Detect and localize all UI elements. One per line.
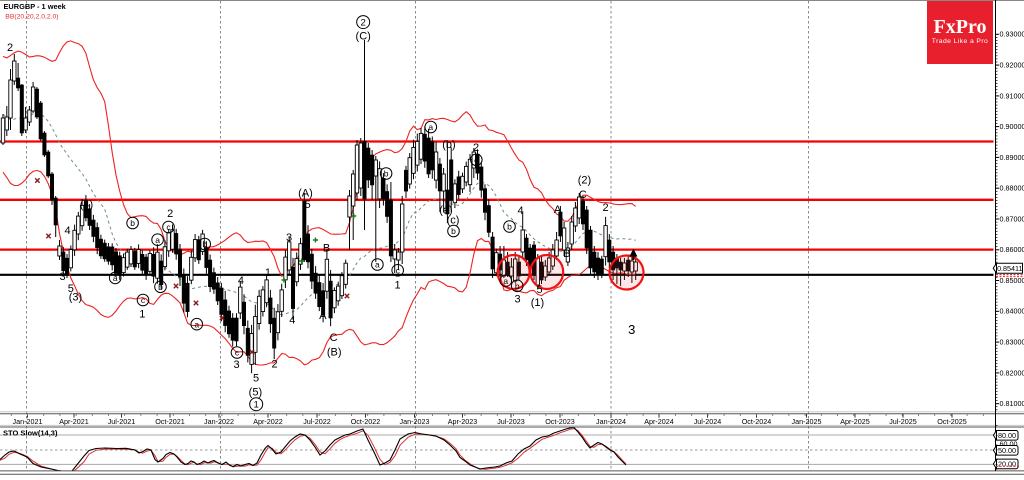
svg-text:(4): (4) (80, 199, 93, 211)
svg-text:Oct-2024: Oct-2024 (742, 417, 772, 426)
svg-text:(b): (b) (442, 139, 455, 151)
svg-text:1: 1 (395, 279, 401, 291)
svg-text:2: 2 (272, 359, 278, 371)
svg-text:1: 1 (596, 266, 602, 278)
svg-text:C: C (579, 189, 587, 201)
svg-text:Oct-2023: Oct-2023 (545, 417, 575, 426)
svg-text:0.83000: 0.83000 (1000, 338, 1024, 347)
svg-text:(B): (B) (327, 347, 342, 359)
svg-text:Jan-2025: Jan-2025 (792, 417, 822, 426)
svg-text:Oct-2025: Oct-2025 (937, 417, 967, 426)
svg-text:4: 4 (517, 205, 523, 217)
svg-text:Oct-2022: Oct-2022 (351, 417, 381, 426)
svg-text:BB(20,20,2.0,2.0): BB(20,20,2.0,2.0) (5, 14, 58, 21)
svg-text:A: A (319, 310, 327, 322)
svg-text:(1): (1) (531, 297, 544, 309)
svg-text:Jan-2023: Jan-2023 (400, 417, 430, 426)
svg-text:Apr-2025: Apr-2025 (840, 417, 870, 426)
svg-text:b: b (515, 281, 520, 291)
svg-text:0.93000: 0.93000 (1000, 30, 1024, 39)
svg-text:0.86000: 0.86000 (1000, 245, 1024, 254)
svg-text:(5): (5) (249, 387, 262, 399)
svg-text:2: 2 (361, 18, 366, 29)
svg-text:0.87000: 0.87000 (1000, 214, 1024, 223)
svg-text:Apr-2021: Apr-2021 (59, 417, 89, 426)
svg-text:Apr-2022: Apr-2022 (253, 417, 283, 426)
svg-text:a: a (503, 276, 508, 286)
svg-text:Apr-2024: Apr-2024 (644, 417, 674, 426)
svg-text:Jul-2023: Jul-2023 (497, 417, 525, 426)
svg-text:a: a (428, 122, 433, 132)
svg-text:0.90000: 0.90000 (1000, 122, 1024, 131)
svg-text:3: 3 (628, 322, 635, 337)
svg-text:Jan-2021: Jan-2021 (13, 417, 43, 426)
svg-text:4: 4 (238, 275, 244, 287)
svg-text:4: 4 (64, 225, 70, 237)
svg-text:5: 5 (536, 284, 542, 296)
svg-text:20.00: 20.00 (998, 459, 1016, 468)
svg-text:0.84000: 0.84000 (1000, 307, 1024, 316)
svg-text:Jul-2022: Jul-2022 (303, 417, 331, 426)
svg-text:b: b (202, 239, 207, 249)
svg-text:Jul-2024: Jul-2024 (694, 417, 722, 426)
svg-text:Jul-2021: Jul-2021 (108, 417, 136, 426)
svg-text:3: 3 (234, 359, 240, 371)
svg-text:a: a (113, 273, 118, 283)
svg-text:1: 1 (139, 308, 145, 320)
svg-text:Apr-2023: Apr-2023 (448, 417, 478, 426)
svg-text:a: a (194, 319, 199, 329)
svg-text:FxPro: FxPro (934, 16, 987, 38)
svg-text:1: 1 (254, 400, 259, 411)
svg-text:5: 5 (253, 373, 259, 385)
svg-text:(A): (A) (298, 188, 313, 200)
svg-text:3: 3 (515, 293, 521, 305)
svg-text:b: b (507, 222, 512, 232)
svg-text:B: B (563, 248, 570, 260)
svg-text:(2): (2) (578, 175, 591, 187)
svg-text:Jan-2022: Jan-2022 (204, 417, 234, 426)
svg-text:0.91000: 0.91000 (1000, 91, 1024, 100)
svg-text:2: 2 (167, 208, 173, 220)
svg-text:0.82000: 0.82000 (1000, 368, 1024, 377)
svg-text:a: a (375, 260, 380, 270)
svg-text:0.88000: 0.88000 (1000, 184, 1024, 193)
svg-text:5: 5 (305, 199, 311, 211)
svg-text:c: c (396, 265, 401, 275)
svg-text:0.92000: 0.92000 (1000, 60, 1024, 69)
svg-text:2: 2 (473, 142, 479, 154)
svg-text:C: C (330, 332, 338, 344)
svg-text:c: c (474, 155, 479, 165)
svg-text:b: b (451, 226, 456, 236)
svg-text:80.00: 80.00 (998, 431, 1016, 440)
svg-text:Jan-2024: Jan-2024 (596, 417, 626, 426)
svg-text:0.81000: 0.81000 (1000, 399, 1024, 408)
svg-text:3: 3 (286, 232, 292, 244)
svg-text:(3): (3) (69, 292, 82, 304)
svg-text:B: B (323, 243, 330, 255)
svg-text:2: 2 (7, 42, 13, 54)
svg-text:b: b (384, 169, 389, 179)
svg-text:EURGBP - 1 week: EURGBP - 1 week (4, 2, 67, 11)
svg-text:Trade Like a Pro: Trade Like a Pro (932, 38, 988, 45)
svg-text:b: b (158, 282, 163, 292)
svg-text:0.85000: 0.85000 (1000, 276, 1024, 285)
svg-text:b: b (130, 218, 135, 228)
svg-text:50.00: 50.00 (998, 446, 1016, 455)
svg-text:STO Slow(14,3): STO Slow(14,3) (3, 429, 58, 438)
svg-text:Oct-2021: Oct-2021 (155, 417, 185, 426)
svg-text:2: 2 (603, 202, 609, 214)
svg-text:Jul-2025: Jul-2025 (889, 417, 917, 426)
svg-text:0.89000: 0.89000 (1000, 153, 1024, 162)
svg-text:(C): (C) (356, 30, 371, 42)
svg-text:4: 4 (289, 315, 295, 327)
svg-text:a: a (155, 235, 160, 245)
svg-text:0.85411: 0.85411 (997, 264, 1022, 273)
svg-text:3: 3 (59, 271, 65, 283)
svg-text:A: A (554, 204, 562, 216)
svg-text:1: 1 (265, 267, 271, 279)
